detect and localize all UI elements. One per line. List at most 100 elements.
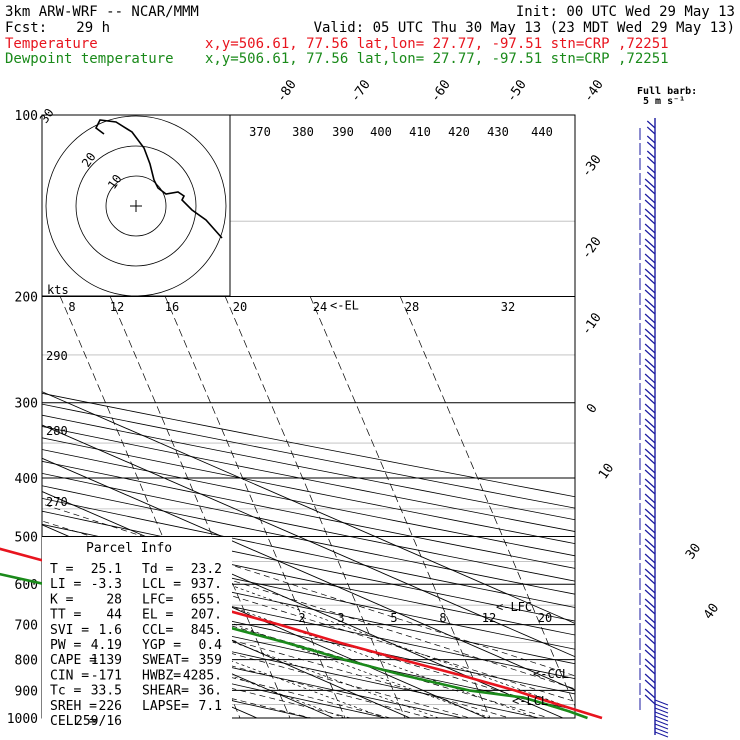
wind-barb [644,688,656,699]
parcel-info-cell: CAPE = [50,653,97,668]
parcel-info-cell: 4285. [183,668,222,683]
wind-barb [644,598,656,609]
pressure-tick-label: 1000 [7,712,38,727]
wind-barb [644,448,656,459]
speed-guide [399,295,575,708]
wind-barb [646,165,656,174]
wind-barb [644,484,656,495]
wind-barb [644,628,656,639]
theta-left-label: 270 [46,495,68,509]
dewpoint-profile [0,572,588,720]
wind-barb [644,409,656,420]
parcel-info-cell: T = [50,562,74,577]
wind-barb [644,574,656,585]
wind-barb [644,613,656,624]
wind-barb [644,334,656,345]
wind-barb-low [654,719,669,726]
hodograph [41,114,231,297]
hodograph-speed-label: 12 [110,300,124,314]
wind-barb [644,184,656,195]
wind-barb [644,223,656,234]
wind-barb [644,538,656,549]
wind-barb [644,238,656,249]
pressure-tick-label: 400 [15,472,38,487]
pressure-tick-label: 900 [15,684,38,699]
parcel-info-cell: SVI = [50,623,89,638]
wind-barb [644,478,656,489]
hodograph-speed-label: 16 [165,300,179,314]
temperature-legend-label: Temperature [5,36,98,52]
wind-barb [644,634,656,645]
hodograph-speed-label: 8 [68,300,75,314]
wind-barb-low [654,731,669,738]
parcel-info-cell: 0.4 [199,638,223,653]
parcel-info-cell: LI = [50,577,81,592]
wind-barb-low [654,703,669,710]
mixing-ratio-label: 8 [439,611,446,625]
hodograph-ring [105,175,167,237]
moist-adiabat [42,520,575,690]
parcel-info-cell: 25.1 [91,562,122,577]
wind-barb [644,259,656,270]
pressure-tick-label: 200 [15,291,38,306]
parcel-info-cell: LFC= [142,592,173,607]
wind-barb [644,553,656,564]
parcel-info-cell: 7.1 [199,699,222,714]
theta-label: 390 [332,125,354,139]
wind-barb [644,403,656,414]
wind-barb [644,523,656,534]
parcel-info-cell: 36. [199,684,222,699]
parcel-info-cell: 937. [191,577,222,592]
isotherm-line [42,490,564,718]
parcel-info-cell: 1.6 [99,623,122,638]
wind-barb [646,135,656,144]
dry-adiabat [42,472,575,582]
theta-left-label: 280 [46,424,68,438]
wind-barb [644,394,656,405]
fcst-label: Fcst: [5,20,47,36]
isotherm-label: -30 [579,152,605,180]
parcel-info-cell: EL = [142,608,173,623]
wind-barb [644,544,656,555]
wind-barb [644,313,656,324]
mixing-ratio-line [227,583,575,710]
wind-barb [644,268,656,279]
parcel-info-cell: CELL = [50,714,97,729]
parcel-info-cell: CCL= [142,623,173,638]
theta-left-label: 290 [46,349,68,363]
wind-barb [644,658,656,669]
hodograph-unit-label: kts [47,283,69,297]
wind-barb [644,568,656,579]
theta-label: 430 [487,125,509,139]
hodograph-ring-label: 10 [105,172,125,192]
wind-barb [644,589,656,600]
parcel-info-cell: 1139 [91,653,122,668]
wind-barb [644,664,656,675]
level-marker-lcl: <-LCL [512,694,548,708]
wind-barb [644,529,656,540]
hodograph-speed-label: 32 [501,300,515,314]
pressure-tick-label: 800 [15,654,38,669]
wind-barb [644,298,656,309]
isotherm-label: -70 [348,77,374,105]
parcel-info-cell: -3.3 [91,577,122,592]
valid-time: Valid: 05 UTC Thu 30 May 13 (23 MDT Wed … [314,20,735,36]
parcel-info-cell: 23.2 [191,562,222,577]
dry-adiabat [42,523,575,636]
moist-adiabat [42,603,472,718]
wind-barb [644,559,656,570]
pressure-tick-label: 100 [15,109,38,124]
wind-barb [644,454,656,465]
wind-barb [644,499,656,510]
pressure-tick-label: 700 [15,619,38,634]
parcel-info-cell: 259/16 [75,714,122,729]
temperature-profile [0,547,603,720]
wind-barb [644,508,656,519]
theta-label: 400 [370,125,392,139]
wind-barb [644,379,656,390]
parcel-info-panel: Parcel Info T = 25.1 Td = 23.2 LI = -3.3 LCL =… [42,537,232,729]
init-time: Init: 00 UTC Wed 29 May 13 [516,4,735,20]
speed-guide [224,295,406,718]
wind-barb-low [654,727,669,734]
